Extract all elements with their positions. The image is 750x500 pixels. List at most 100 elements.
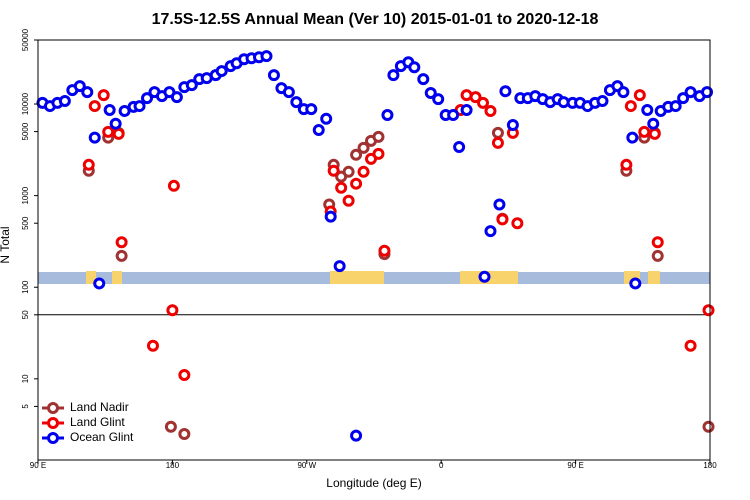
- data-point: [73, 80, 86, 93]
- data-point: [469, 91, 482, 104]
- plot-area: [36, 50, 715, 442]
- data-point: [82, 158, 95, 171]
- data-point: [305, 103, 318, 116]
- data-point: [267, 69, 280, 82]
- data-point: [97, 89, 110, 102]
- data-point: [460, 104, 473, 117]
- land-strip: [648, 271, 660, 284]
- x-tick-label: 90 W: [297, 461, 316, 470]
- data-point: [702, 420, 715, 433]
- data-point: [647, 117, 660, 130]
- data-point: [511, 217, 524, 230]
- data-point: [638, 125, 651, 138]
- data-point: [506, 119, 519, 132]
- x-tick-label: 90 E: [567, 461, 583, 470]
- data-point: [118, 104, 131, 117]
- data-point: [491, 126, 504, 139]
- data-point: [312, 124, 325, 137]
- x-tick-label: 90 E: [30, 461, 46, 470]
- data-point: [342, 165, 355, 178]
- chart-title: 17.5S-12.5S Annual Mean (Ver 10) 2015-01…: [152, 11, 599, 28]
- y-tick-label: 5: [21, 404, 30, 409]
- data-point: [484, 104, 497, 117]
- data-point: [103, 104, 116, 117]
- data-point: [282, 86, 295, 99]
- data-point: [102, 125, 115, 138]
- legend-marker: [47, 402, 59, 414]
- data-point: [432, 93, 445, 106]
- data-point: [684, 339, 697, 352]
- land-strip: [330, 271, 384, 284]
- data-point: [146, 339, 159, 352]
- legend-marker: [47, 417, 59, 429]
- data-point: [641, 104, 654, 117]
- data-point: [333, 260, 346, 273]
- y-tick-label: 100: [21, 280, 30, 294]
- data-point: [477, 96, 490, 109]
- data-point: [629, 277, 642, 290]
- land-ocean-strip: [38, 271, 710, 284]
- data-point: [633, 89, 646, 102]
- data-point: [166, 304, 179, 317]
- y-axis-label: N Total: [0, 226, 12, 263]
- data-point: [496, 213, 509, 226]
- data-point: [133, 100, 146, 113]
- data-point: [684, 86, 697, 99]
- y-tick-label: 10000: [21, 92, 30, 115]
- data-point: [170, 91, 183, 104]
- data-point: [626, 131, 639, 144]
- y-tick-label: 50000: [21, 28, 30, 51]
- data-point: [617, 86, 630, 99]
- data-point: [185, 79, 198, 92]
- data-point: [620, 158, 633, 171]
- x-tick-label: 180: [166, 461, 180, 470]
- data-point: [350, 429, 363, 442]
- data-point: [324, 210, 337, 223]
- x-tick-label: 180: [703, 461, 717, 470]
- data-point: [167, 179, 180, 192]
- data-point: [178, 427, 191, 440]
- data-point: [93, 277, 106, 290]
- data-point: [350, 177, 363, 190]
- x-tick-label: 0: [439, 461, 444, 470]
- data-point: [677, 92, 690, 105]
- data-point: [335, 181, 348, 194]
- data-point: [342, 194, 355, 207]
- data-point: [141, 92, 154, 105]
- data-point: [669, 100, 682, 113]
- data-point: [424, 86, 437, 99]
- data-point: [378, 244, 391, 257]
- data-point: [408, 61, 421, 74]
- data-point: [624, 100, 637, 113]
- data-point: [115, 236, 128, 249]
- data-point: [109, 117, 122, 130]
- data-point: [290, 96, 303, 109]
- data-point: [320, 112, 333, 125]
- data-point: [372, 147, 385, 160]
- x-axis-label: Longitude (deg E): [326, 476, 421, 490]
- data-point: [491, 136, 504, 149]
- data-point: [484, 225, 497, 238]
- data-point: [88, 131, 101, 144]
- data-point: [215, 65, 228, 78]
- land-strip: [112, 271, 122, 284]
- land-strip: [86, 271, 96, 284]
- y-tick-label: 5000: [21, 122, 30, 140]
- y-tick-label: 50: [21, 310, 30, 319]
- data-point: [702, 304, 715, 317]
- data-point: [499, 85, 512, 98]
- data-point: [372, 130, 385, 143]
- data-point: [701, 86, 714, 99]
- data-point: [164, 420, 177, 433]
- y-tick-label: 1000: [21, 186, 30, 204]
- data-point: [447, 108, 460, 121]
- legend-marker: [47, 432, 59, 444]
- data-point: [453, 140, 466, 153]
- plot-frame: [37, 39, 711, 461]
- data-point: [493, 198, 506, 211]
- y-tick-label: 10: [21, 374, 30, 383]
- data-point: [417, 73, 430, 86]
- data-point: [327, 164, 340, 177]
